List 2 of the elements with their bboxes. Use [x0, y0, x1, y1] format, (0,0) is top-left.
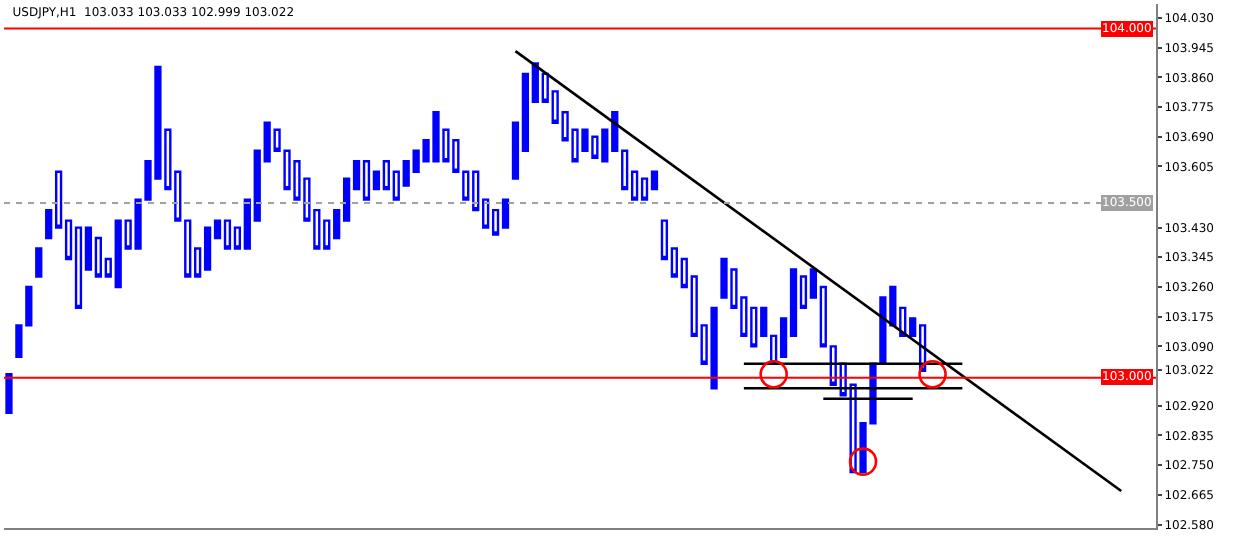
candlestick — [5, 373, 13, 414]
candlestick — [35, 247, 43, 278]
